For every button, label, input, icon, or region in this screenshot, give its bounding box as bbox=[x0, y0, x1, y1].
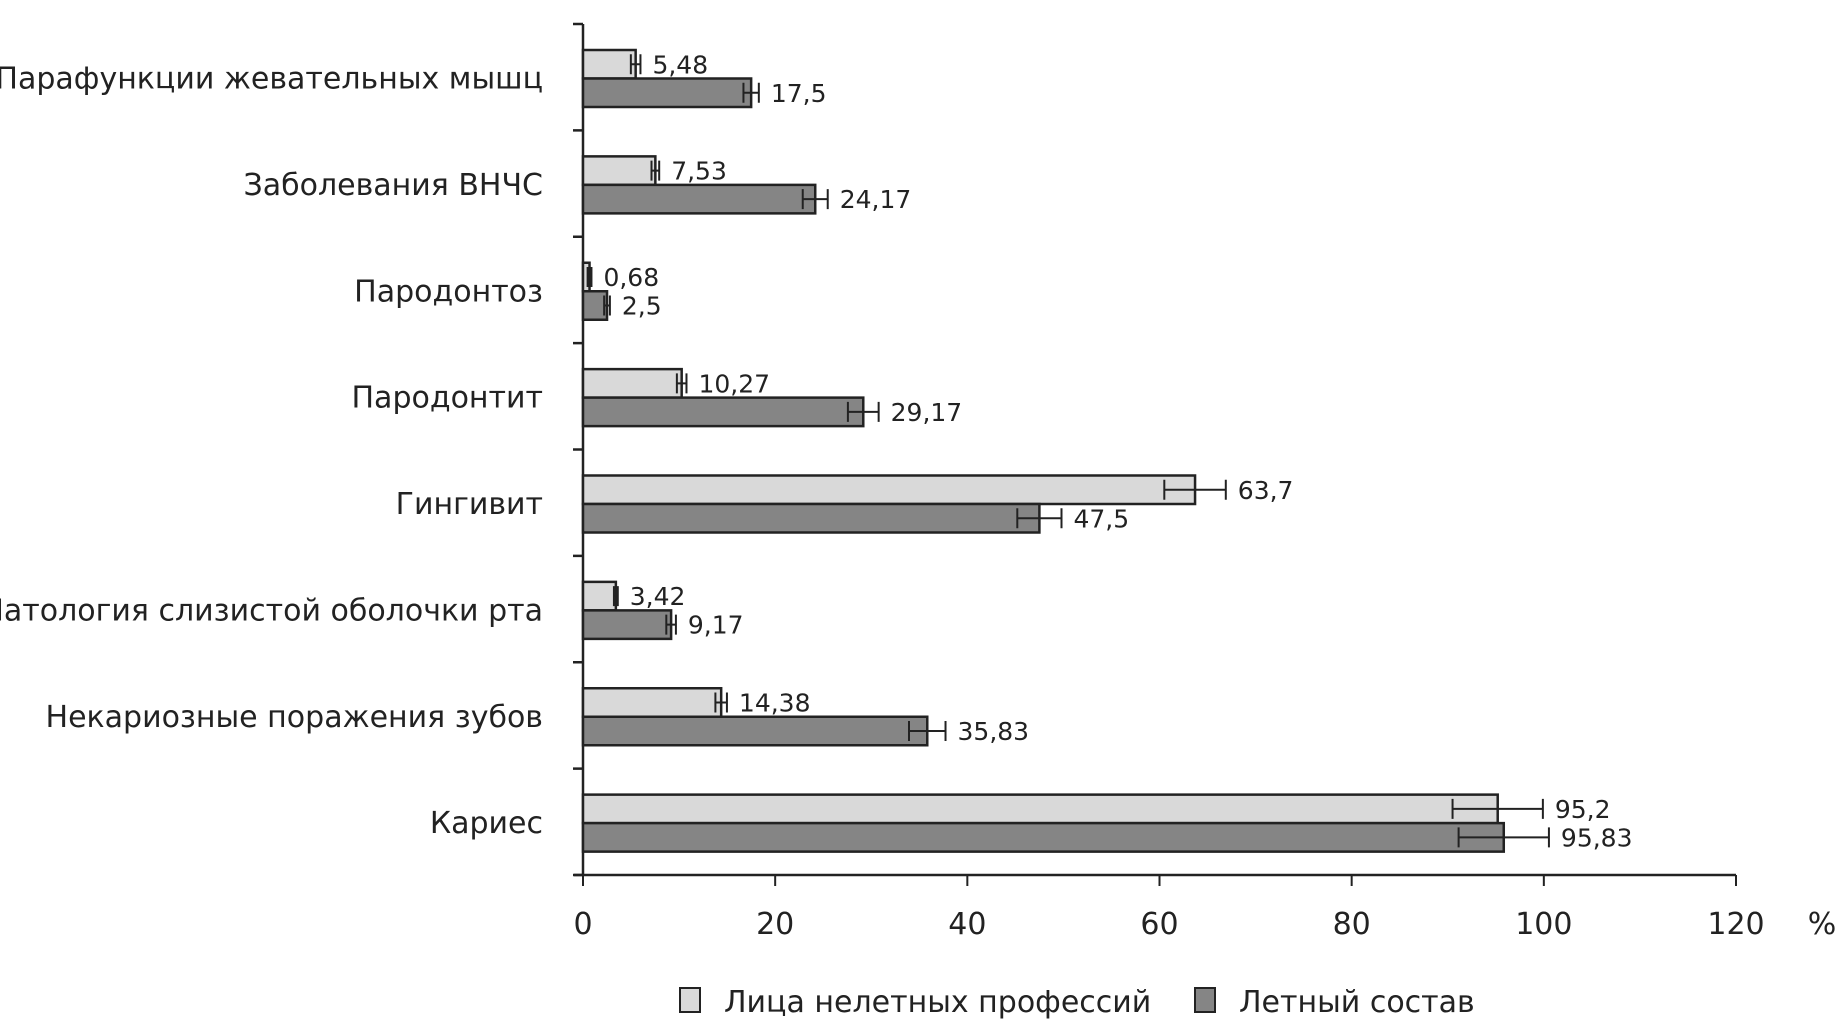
category-label: Патология слизистой оболочки рта bbox=[0, 593, 543, 628]
legend-label: Лица нелетных профессий bbox=[724, 985, 1151, 1020]
legend-label: Летный состав bbox=[1239, 985, 1475, 1020]
x-tick-label: 40 bbox=[948, 907, 986, 942]
bar-non-flight bbox=[581, 367, 683, 399]
category-label: Гингивит bbox=[396, 487, 543, 522]
category-label: Заболевания ВНЧС bbox=[243, 168, 543, 203]
bar-non-flight bbox=[581, 580, 618, 612]
bar-non-flight bbox=[581, 48, 637, 80]
x-tick-label: 60 bbox=[1140, 907, 1178, 942]
data-label: 5,48 bbox=[652, 50, 708, 79]
legend-swatch bbox=[679, 987, 701, 1013]
data-label: 9,17 bbox=[688, 611, 744, 640]
x-axis-label: % bbox=[1808, 907, 1837, 942]
data-label: 17,5 bbox=[771, 79, 827, 108]
bar-flight bbox=[581, 77, 753, 109]
x-tick-label: 120 bbox=[1707, 907, 1764, 942]
data-label: 14,38 bbox=[739, 689, 811, 718]
category-label: Парафункции жевательных мышц bbox=[0, 62, 543, 97]
bar-flight bbox=[581, 502, 1041, 534]
data-label: 0,68 bbox=[603, 263, 659, 292]
x-tick-label: 100 bbox=[1515, 907, 1572, 942]
category-label: Некариозные поражения зубов bbox=[46, 700, 543, 735]
data-label: 35,83 bbox=[958, 717, 1030, 746]
data-label: 63,7 bbox=[1238, 476, 1294, 505]
bar-flight bbox=[581, 821, 1506, 853]
data-label: 95,83 bbox=[1561, 823, 1633, 852]
data-label: 95,2 bbox=[1555, 795, 1611, 824]
category-label: Кариес bbox=[430, 806, 543, 841]
data-label: 3,42 bbox=[630, 582, 686, 611]
category-label: Пародонтоз bbox=[354, 274, 543, 309]
bar-flight bbox=[581, 183, 817, 215]
bar-non-flight bbox=[581, 687, 723, 718]
data-label: 47,5 bbox=[1073, 504, 1129, 533]
x-tick-label: 0 bbox=[573, 907, 592, 942]
bar-flight bbox=[581, 396, 865, 428]
data-label: 24,17 bbox=[840, 185, 912, 214]
x-tick-label: 80 bbox=[1333, 907, 1371, 942]
data-label: 10,27 bbox=[698, 369, 770, 398]
bar-non-flight bbox=[581, 474, 1197, 506]
x-tick-label: 20 bbox=[756, 907, 794, 942]
data-label: 2,5 bbox=[622, 292, 662, 321]
bar-flight bbox=[581, 609, 673, 641]
data-label: 7,53 bbox=[671, 157, 727, 186]
bar-flight bbox=[581, 290, 609, 321]
category-label: Пародонтит bbox=[352, 381, 544, 416]
data-label: 29,17 bbox=[891, 398, 963, 427]
bar-flight bbox=[581, 715, 929, 747]
bar-non-flight bbox=[581, 793, 1499, 825]
legend-swatch bbox=[1194, 987, 1216, 1013]
bar-non-flight bbox=[581, 155, 657, 187]
